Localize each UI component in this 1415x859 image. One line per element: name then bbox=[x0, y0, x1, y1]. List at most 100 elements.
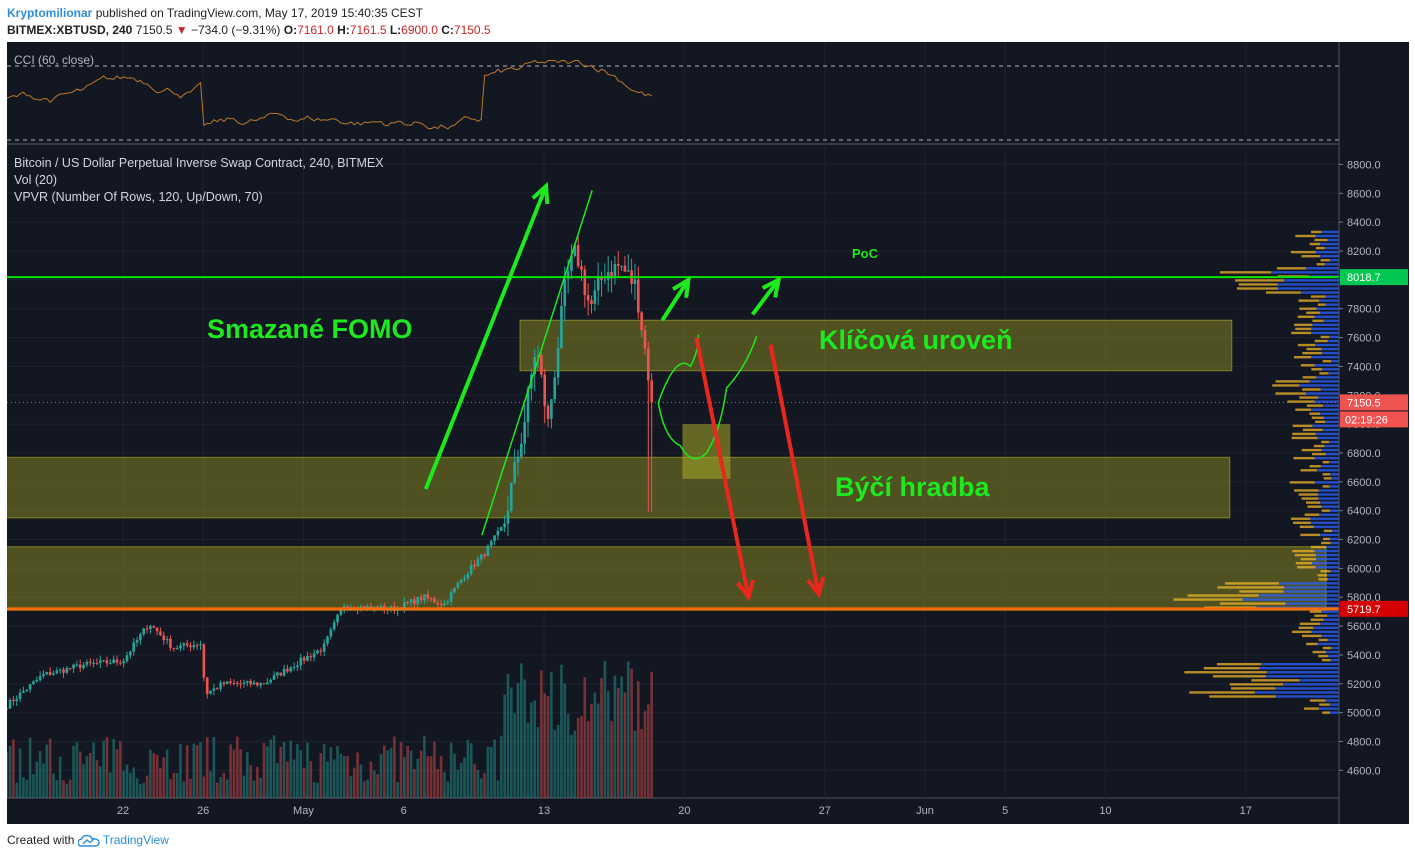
profile-bar-up bbox=[1318, 396, 1339, 399]
volume-bar bbox=[306, 742, 309, 798]
publish-info: published on TradingView.com, May 17, 20… bbox=[95, 6, 424, 20]
candle-body bbox=[42, 674, 45, 677]
profile-bar-up bbox=[1312, 323, 1339, 327]
tradingview-brand[interactable]: TradingView bbox=[102, 833, 169, 847]
profile-bar-up bbox=[1316, 376, 1339, 379]
volume-bar bbox=[302, 768, 306, 798]
profile-bar-down bbox=[1219, 602, 1286, 605]
candle-body bbox=[209, 690, 212, 694]
profile-bar-down bbox=[1203, 667, 1260, 670]
arrow-up-fomo bbox=[423, 185, 548, 490]
profile-bar-up bbox=[1318, 489, 1339, 492]
candle-body bbox=[403, 601, 406, 610]
profile-bar-up bbox=[1319, 299, 1339, 302]
candle-body bbox=[576, 245, 580, 267]
time-tick-label: 27 bbox=[819, 805, 831, 817]
volume-bar bbox=[449, 742, 453, 798]
profile-bar-up bbox=[1326, 650, 1339, 654]
profile-bar-down bbox=[1301, 448, 1322, 452]
profile-bar-down bbox=[1291, 436, 1318, 440]
profile-bar-down bbox=[1239, 590, 1284, 593]
profile-bar-down bbox=[1306, 501, 1321, 504]
profile-bar-up bbox=[1283, 590, 1339, 593]
volume-bar bbox=[603, 661, 607, 798]
candle-body bbox=[593, 290, 597, 304]
volume-bar bbox=[520, 663, 523, 798]
volume-bar bbox=[590, 703, 593, 798]
profile-bar-down bbox=[1317, 574, 1328, 577]
candle-body bbox=[149, 626, 152, 629]
profile-bar-up bbox=[1328, 460, 1339, 464]
candle-body bbox=[25, 689, 29, 692]
volume-bar bbox=[125, 764, 129, 798]
price-tick-label: 6600.0 bbox=[1347, 477, 1381, 489]
profile-bar-down bbox=[1317, 303, 1326, 306]
volume-bar bbox=[162, 757, 166, 798]
volume-bar bbox=[616, 687, 620, 798]
volume-bar bbox=[393, 736, 396, 798]
arrow-up-1-head bbox=[672, 275, 691, 298]
profile-bar-up bbox=[1285, 602, 1339, 605]
profile-bar-down bbox=[1297, 566, 1316, 569]
profile-bar-up bbox=[1314, 456, 1339, 460]
profile-bar-up bbox=[1323, 319, 1339, 323]
profile-bar-up bbox=[1320, 388, 1339, 391]
price-tick-label: 5200.0 bbox=[1347, 679, 1381, 691]
candle-body bbox=[573, 245, 577, 256]
author-link[interactable]: Kryptomilionar bbox=[7, 6, 93, 20]
volume-bar bbox=[469, 743, 473, 798]
profile-bar-up bbox=[1328, 440, 1339, 444]
profile-bar-down bbox=[1301, 254, 1321, 258]
volume-bar bbox=[212, 737, 216, 798]
candle-body bbox=[122, 661, 125, 664]
chart-area[interactable]: 200.00000.0000−200.0000 4600.0 4800.0 5000… bbox=[7, 42, 1409, 824]
profile-bar-up bbox=[1327, 339, 1339, 343]
profile-bar-down bbox=[1293, 355, 1312, 359]
volume-bar bbox=[38, 750, 42, 798]
candle-body bbox=[18, 692, 22, 699]
profile-bar-down bbox=[1312, 452, 1326, 456]
price-tick-label: 7400.0 bbox=[1347, 361, 1381, 373]
candle-body bbox=[523, 421, 526, 444]
profile-bar-down bbox=[1316, 263, 1325, 266]
profile-bar-up bbox=[1284, 586, 1339, 589]
volume-bar bbox=[289, 740, 293, 798]
volume-bar bbox=[12, 739, 15, 798]
candle-body bbox=[68, 667, 72, 669]
profile-bar-down bbox=[1313, 444, 1325, 448]
volume-bar bbox=[566, 713, 570, 798]
profile-bar-down bbox=[1231, 687, 1276, 690]
candle-body bbox=[165, 638, 169, 641]
volume-bar bbox=[436, 768, 440, 798]
indicator-vol: Vol (20) bbox=[14, 173, 57, 187]
volume-bars bbox=[7, 661, 653, 798]
volume-bar bbox=[296, 744, 299, 798]
volume-bar bbox=[540, 670, 543, 798]
price-tick-label: 7800.0 bbox=[1347, 304, 1381, 316]
profile-bar-down bbox=[1225, 582, 1279, 585]
volume-bar bbox=[65, 783, 69, 798]
volume-bar bbox=[376, 774, 379, 798]
profile-bar-down bbox=[1184, 671, 1267, 674]
profile-bar-down bbox=[1290, 250, 1316, 254]
annotation-poc: PoC bbox=[852, 246, 879, 261]
price-tick-label: 8800.0 bbox=[1347, 159, 1381, 171]
profile-bar-up bbox=[1311, 331, 1339, 335]
volume-bar bbox=[182, 781, 186, 798]
volume-bar bbox=[636, 681, 640, 798]
candle-body bbox=[289, 667, 293, 672]
volume-bar bbox=[219, 777, 222, 798]
volume-bar bbox=[489, 746, 493, 798]
price-chart[interactable]: 200.00000.0000−200.0000 4600.0 4800.0 5000… bbox=[7, 42, 1409, 824]
profile-bar-up bbox=[1331, 477, 1339, 480]
volume-bar bbox=[312, 781, 316, 798]
volume-bar bbox=[369, 761, 373, 798]
candle-body bbox=[55, 670, 59, 674]
candle-body bbox=[125, 655, 129, 662]
arrow-up-fomo-head bbox=[531, 181, 550, 205]
volume-bar bbox=[439, 756, 443, 798]
profile-bar-down bbox=[1319, 703, 1330, 706]
candle-body bbox=[212, 688, 216, 691]
candle-body bbox=[306, 656, 309, 661]
candle-body bbox=[112, 659, 115, 664]
